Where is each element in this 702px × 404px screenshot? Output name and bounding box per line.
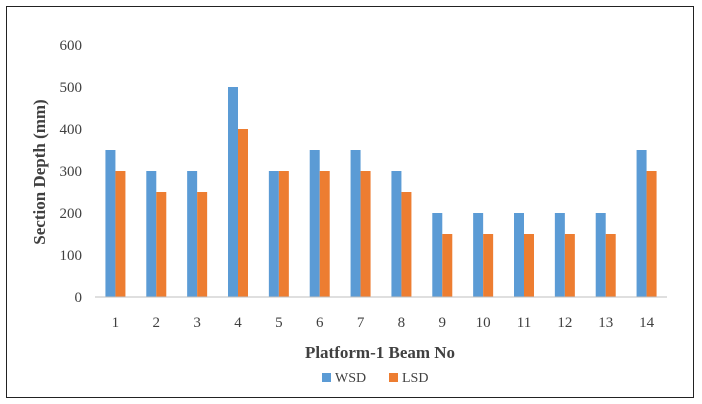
y-tick-label: 100: [60, 248, 83, 264]
y-tick-label: 200: [60, 206, 83, 222]
x-tick-label: 3: [193, 315, 201, 331]
x-tick-label: 9: [439, 315, 447, 331]
bar-wsd-9: [432, 213, 443, 297]
bar-wsd-5: [268, 171, 279, 297]
bars: [105, 87, 657, 297]
legend-swatch-lsd: [389, 373, 398, 382]
y-tick-label: 0: [75, 290, 83, 306]
x-tick-label: 2: [153, 315, 161, 331]
bar-lsd-7: [360, 171, 371, 297]
x-tick-label: 6: [316, 315, 324, 331]
bar-lsd-1: [115, 171, 126, 297]
y-tick-label: 600: [60, 38, 83, 54]
legend-swatch-wsd: [322, 373, 331, 382]
y-axis: 0 100 200 300 400 500 600: [60, 38, 83, 306]
bar-wsd-14: [636, 150, 647, 297]
x-tick-label: 4: [234, 315, 242, 331]
bar-lsd-10: [483, 234, 494, 297]
bar-lsd-11: [524, 234, 534, 297]
bar-lsd-4: [238, 129, 248, 297]
bar-lsd-12: [564, 234, 575, 297]
x-tick-label: 7: [357, 315, 365, 331]
bar-wsd-7: [350, 150, 361, 297]
bar-wsd-2: [146, 171, 157, 297]
y-axis-title: Section Depth (mm): [30, 99, 49, 244]
x-tick-label: 14: [639, 315, 655, 331]
bar-wsd-11: [514, 213, 524, 297]
legend-label-lsd: LSD: [402, 371, 428, 386]
bar-wsd-3: [187, 171, 198, 297]
y-tick-label: 500: [60, 80, 83, 96]
bar-wsd-12: [554, 213, 565, 297]
x-tick-label: 12: [557, 315, 572, 331]
x-tick-label: 5: [275, 315, 283, 331]
bar-wsd-10: [473, 213, 484, 297]
bar-wsd-8: [391, 171, 402, 297]
bar-lsd-5: [278, 171, 289, 297]
legend: WSD LSD: [322, 371, 428, 386]
bar-wsd-1: [105, 150, 116, 297]
bar-lsd-3: [197, 192, 208, 297]
x-tick-label: 8: [398, 315, 406, 331]
bar-wsd-4: [228, 87, 238, 297]
bar-wsd-6: [309, 150, 320, 297]
y-tick-label: 300: [60, 164, 83, 180]
bar-lsd-8: [401, 192, 412, 297]
x-tick-label: 1: [112, 315, 120, 331]
x-axis: 1 2 3 4 5 6 7 8 9 10 11 12 13 14: [95, 296, 667, 331]
legend-label-wsd: WSD: [335, 371, 366, 386]
x-tick-label: 13: [598, 315, 613, 331]
bar-lsd-13: [605, 234, 616, 297]
bar-lsd-6: [319, 171, 330, 297]
bar-lsd-14: [646, 171, 657, 297]
bar-wsd-13: [595, 213, 606, 297]
y-tick-label: 400: [60, 122, 83, 138]
bar-lsd-2: [156, 192, 167, 297]
x-tick-label: 11: [517, 315, 531, 331]
x-axis-title: Platform-1 Beam No: [305, 343, 455, 362]
bar-lsd-9: [442, 234, 453, 297]
x-tick-label: 10: [476, 315, 491, 331]
